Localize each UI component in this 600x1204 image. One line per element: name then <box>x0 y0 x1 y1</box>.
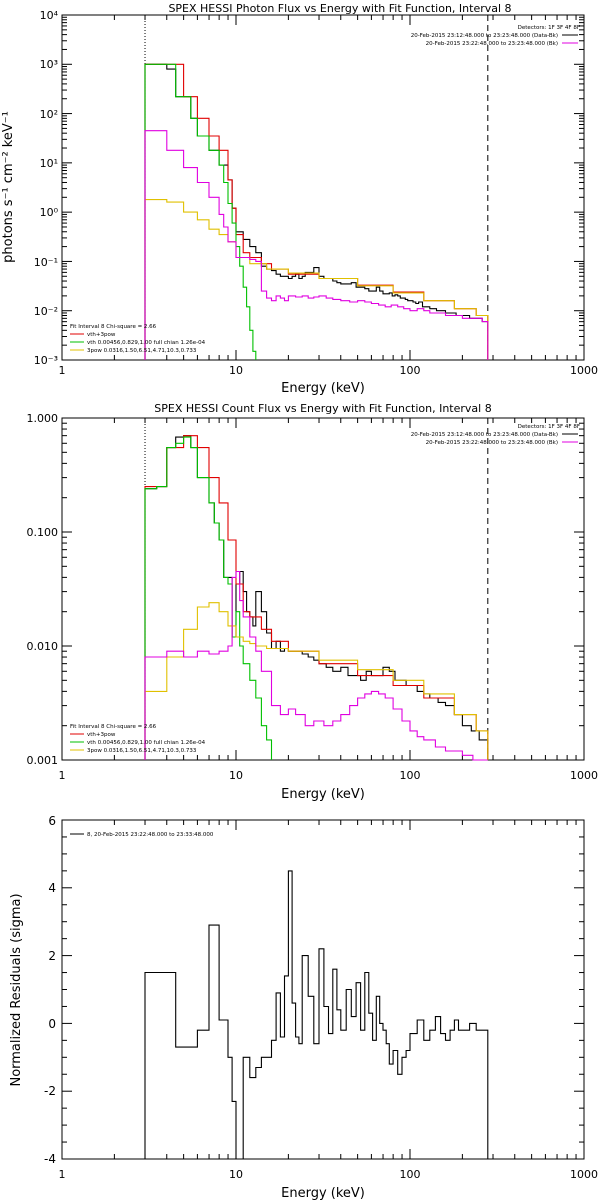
panel3-x-tick-label: 100 <box>400 1168 421 1181</box>
panel1-y-tick-label: 10⁰ <box>40 206 59 219</box>
panel2-y-tick-label: 1.000 <box>27 412 59 425</box>
panel1-y-tick-label: 10⁴ <box>40 9 59 22</box>
panel1-title: SPEX HESSI Photon Flux vs Energy with Fi… <box>168 2 511 15</box>
panel1-series <box>144 63 489 360</box>
panel2-y-tick-label: 0.100 <box>27 526 59 539</box>
panel2-legend-text: 3pow 0.0316,1.50,6.51,4.71,10.3,0.733 <box>87 748 197 754</box>
panel1-frame <box>61 14 585 361</box>
panel2-legend-text: 20-Feb-2015 23:12:48.000 to 23:23:48.000… <box>411 432 558 438</box>
panel3-y-tick-labels: -4 -2 0 2 4 6 <box>44 814 56 1166</box>
panel3-y-tick-label: -4 <box>44 1152 56 1166</box>
series-8-20-feb-2015-23-22-48-000-to-23-33-48-000 <box>144 870 489 1160</box>
panel1-y-tick-label: 10⁻² <box>34 305 58 318</box>
panel1-legend-text: vth+3pow <box>87 332 116 338</box>
panel1-legend-text: Fit Interval 8 Chi-square = 2.66 <box>70 324 157 330</box>
panel2-legend-top: Detectors: 1F 3F 4F 8F 20-Feb-2015 23:12… <box>411 424 580 446</box>
panel2-y-tick-label: 0.010 <box>27 640 59 653</box>
panel3-y-tick-label: 4 <box>48 881 56 895</box>
panel1-y-axis-label: photons s⁻¹ cm⁻² keV⁻¹ <box>1 111 16 263</box>
panel2-frame <box>61 417 585 761</box>
panel2-x-tick-label: 10 <box>229 769 243 782</box>
panel2-legend-text: Detectors: 1F 3F 4F 8F <box>518 424 580 430</box>
panel2-x-tick-label: 100 <box>400 769 421 782</box>
panel3-frame <box>61 819 585 1160</box>
panel1-y-tick-label: 10¹ <box>40 157 58 170</box>
panel2-legend-text: 20-Feb-2015 23:22:48.000 to 23:23:48.000… <box>426 440 558 446</box>
panel1-legend-text: vth 0.00456,0.829,1.00 full chian 1.26e-… <box>87 340 206 346</box>
panel2-title: SPEX HESSI Count Flux vs Energy with Fit… <box>154 402 491 415</box>
panel-residuals: 1 10 100 1000 -4 -2 0 2 4 6 Energy (keV)… <box>9 814 599 1201</box>
panel3-y-tick-label: 6 <box>48 814 56 828</box>
panel1-ticks <box>61 15 584 361</box>
panel1-x-tick-labels: 1 10 100 1000 <box>59 364 599 377</box>
panel3-x-tick-label: 10 <box>229 1168 243 1181</box>
panel3-y-tick-label: 2 <box>48 949 56 963</box>
panel3-y-tick-label: 0 <box>48 1017 56 1031</box>
panel1-x-tick-label: 100 <box>400 364 421 377</box>
series-3pow <box>144 199 489 360</box>
panel2-ticks <box>61 418 584 761</box>
panel3-ticks <box>61 819 584 1160</box>
panel1-y-tick-label: 10² <box>40 108 58 121</box>
series-vth <box>144 63 257 360</box>
panel3-legend: 8, 20-Feb-2015 23:22:48.000 to 23:33:48.… <box>70 832 214 838</box>
panel3-x-tick-label: 1000 <box>570 1168 598 1181</box>
panel3-series <box>144 870 489 1160</box>
panel1-legend-bottom: Fit Interval 8 Chi-square = 2.66 vth+3po… <box>70 324 206 354</box>
series-3pow <box>144 602 489 760</box>
panel1-y-tick-label: 10³ <box>40 58 58 71</box>
panel-count-flux: SPEX HESSI Count Flux vs Energy with Fit… <box>27 402 599 802</box>
panel1-legend-text: 20-Feb-2015 23:12:48.000 to 23:23:48.000… <box>411 33 558 39</box>
panel1-y-tick-labels: 10⁻³ 10⁻² 10⁻¹ 10⁰ 10¹ 10² 10³ 10⁴ <box>34 9 59 367</box>
panel2-reference-lines <box>144 418 489 760</box>
series-bk <box>144 130 489 360</box>
panel3-legend-text: 8, 20-Feb-2015 23:22:48.000 to 23:33:48.… <box>87 832 214 838</box>
panel2-x-axis-label: Energy (keV) <box>281 787 365 802</box>
panel2-legend-text: vth 0.00456,0.829,1.00 full chian 1.26e-… <box>87 740 206 746</box>
panel1-y-tick-label: 10⁻¹ <box>34 256 58 269</box>
panel1-legend-text: Detectors: 1F 3F 4F 8F <box>518 25 580 31</box>
panel2-legend-bottom: Fit Interval 8 Chi-square = 2.66 vth+3po… <box>70 724 206 754</box>
panel1-x-axis-label: Energy (keV) <box>281 381 365 396</box>
panel1-legend-text: 20-Feb-2015 23:22:48.000 to 23:23:48.000… <box>426 41 558 47</box>
panel2-x-tick-labels: 1 10 100 1000 <box>59 769 599 782</box>
panel1-legend-text: 3pow 0.0316,1.50,6.51,4.71,10.3,0.733 <box>87 348 197 354</box>
panel3-x-tick-label: 1 <box>59 1168 66 1181</box>
panel2-legend-text: vth+3pow <box>87 732 116 738</box>
panel3-x-axis-label: Energy (keV) <box>281 1186 365 1200</box>
series-bk <box>144 570 488 761</box>
panel1-x-tick-label: 10 <box>229 364 243 377</box>
panel1-legend-top: Detectors: 1F 3F 4F 8F 20-Feb-2015 23:12… <box>411 25 580 47</box>
panel3-x-tick-labels: 1 10 100 1000 <box>59 1168 599 1181</box>
panel-photon-flux: SPEX HESSI Photon Flux vs Energy with Fi… <box>1 2 598 396</box>
panel3-y-tick-label: -2 <box>44 1084 56 1098</box>
panel1-x-tick-label: 1000 <box>570 364 598 377</box>
panel2-x-tick-label: 1000 <box>570 769 598 782</box>
panel2-legend-text: Fit Interval 8 Chi-square = 2.66 <box>70 724 157 730</box>
panel1-y-tick-label: 10⁻³ <box>34 354 58 367</box>
series-vth <box>144 436 273 760</box>
panel2-y-tick-label: 0.001 <box>27 754 59 767</box>
series-vth-3pow <box>144 435 489 760</box>
panel2-y-tick-labels: 0.001 0.010 0.100 1.000 <box>27 412 59 767</box>
series-data-bk <box>144 435 489 760</box>
panel3-y-axis-label: Normalized Residuals (sigma) <box>9 893 24 1086</box>
panel1-x-tick-label: 1 <box>59 364 66 377</box>
panel2-series <box>144 435 489 761</box>
panel2-x-tick-label: 1 <box>59 769 66 782</box>
